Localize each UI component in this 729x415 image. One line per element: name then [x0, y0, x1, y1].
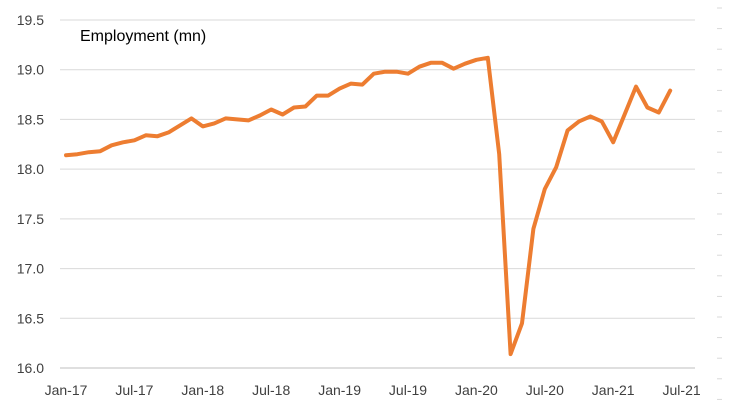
y-tick-label: 18.0 — [17, 161, 44, 177]
y-axis-tick-labels: 16.0 16.5 17.0 17.5 18.0 18.5 19.0 19.5 — [17, 12, 44, 376]
y-tick-label: 19.5 — [17, 12, 44, 28]
x-tick-label: Jul-21 — [663, 382, 701, 398]
y-tick-label: 18.5 — [17, 111, 44, 127]
y-tick-label: 17.5 — [17, 211, 44, 227]
x-tick-label: Jan-17 — [45, 382, 88, 398]
x-tick-label: Jan-19 — [318, 382, 361, 398]
y-tick-label: 17.0 — [17, 261, 44, 277]
chart-title: Employment (mn) — [80, 28, 206, 45]
right-edge-ticks — [717, 7, 722, 400]
x-tick-label: Jul-20 — [526, 382, 564, 398]
x-tick-label: Jan-21 — [592, 382, 635, 398]
x-tick-label: Jul-19 — [389, 382, 427, 398]
x-tick-label: Jul-17 — [115, 382, 153, 398]
x-tick-label: Jan-20 — [455, 382, 498, 398]
gridlines — [60, 19, 695, 319]
x-axis-tick-labels: Jan-17 Jul-17 Jan-18 Jul-18 Jan-19 Jul-19 Jan-… — [45, 382, 701, 398]
y-tick-label: 19.0 — [17, 62, 44, 78]
y-tick-label: 16.5 — [17, 310, 44, 326]
x-tick-label: Jan-18 — [181, 382, 224, 398]
x-tick-label: Jul-18 — [252, 382, 290, 398]
employment-series-line — [64, 55, 673, 357]
y-tick-label: 16.0 — [17, 360, 44, 376]
